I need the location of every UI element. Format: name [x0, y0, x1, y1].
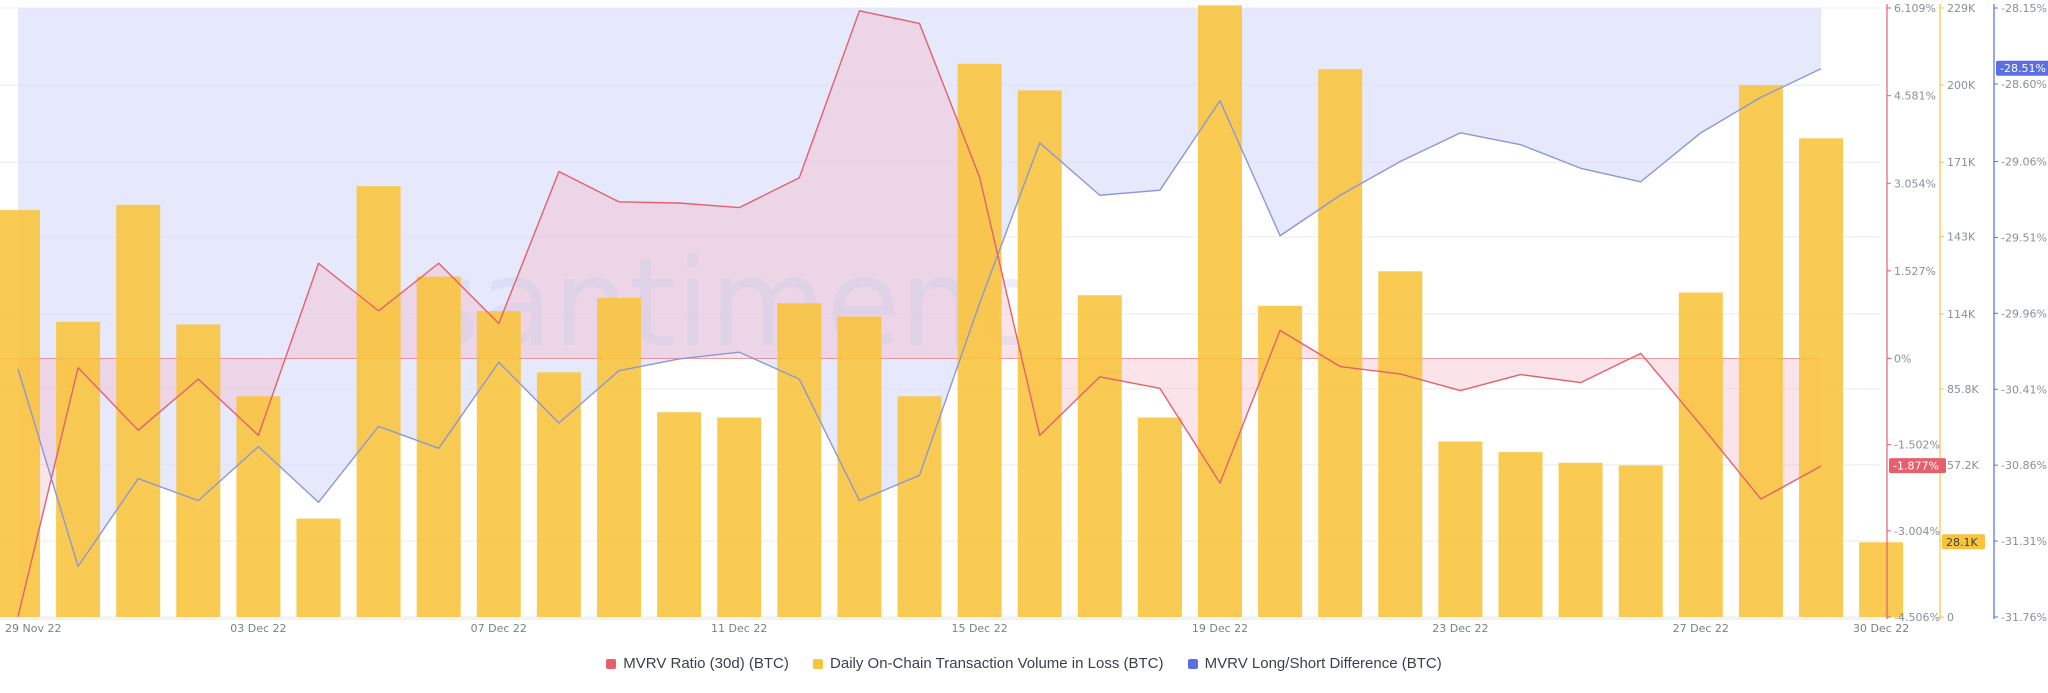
- axes-layer: 6.109% 4.581% 3.054% 1.527% 0% -1.502% -3.004%…: [1886, 2, 2047, 624]
- y-tick-label: -4.506%: [1894, 611, 1940, 624]
- series-area-mvrv-fill: [18, 10, 1821, 617]
- value-badge-label: -28.51%: [2000, 62, 2046, 75]
- legend-item-volume-in-loss[interactable]: Daily On-Chain Transaction Volume in Los…: [813, 655, 1164, 672]
- x-tick-label: 19 Dec 22: [1192, 622, 1248, 635]
- y-tick-label: 229K: [1947, 2, 1976, 15]
- legend-item-mvrv-ratio[interactable]: MVRV Ratio (30d) (BTC): [606, 655, 789, 672]
- y-tick-label: 0: [1947, 611, 1954, 624]
- series-line-mvrv-ratio: [17, 10, 1822, 617]
- x-tick-label: 07 Dec 22: [471, 622, 527, 635]
- legend: MVRV Ratio (30d) (BTC) Daily On-Chain Tr…: [0, 655, 2048, 673]
- bar: [356, 186, 401, 617]
- bar-layer: [0, 5, 1904, 618]
- y-tick-label: 171K: [1947, 156, 1976, 169]
- bar: [296, 518, 341, 617]
- bar: [1318, 69, 1363, 617]
- y-tick-label: -28.60%: [2001, 78, 2047, 91]
- area-layer: [0, 8, 1821, 617]
- bar: [957, 63, 1002, 617]
- line-layer: [17, 10, 1822, 617]
- series-line-long-short: [17, 68, 1822, 568]
- series-area-long-short-fill: [18, 8, 1821, 567]
- x-tick-label: 11 Dec 22: [711, 622, 767, 635]
- legend-swatch-red: [606, 658, 617, 669]
- bar: [1137, 417, 1182, 617]
- y-tick-label: -28.15%: [2001, 2, 2047, 15]
- y-tick-label: 0%: [1894, 352, 1911, 365]
- bar: [116, 204, 161, 618]
- value-badge: [1889, 458, 1946, 474]
- y-tick-label: -30.41%: [2001, 383, 2047, 396]
- bar: [717, 417, 762, 617]
- bar: [476, 311, 521, 617]
- value-badge-label: -1.877%: [1893, 460, 1939, 473]
- bar: [0, 210, 40, 618]
- bar: [1017, 90, 1062, 618]
- y-tick-label: -30.86%: [2001, 459, 2047, 472]
- y-tick-label: 143K: [1947, 231, 1976, 244]
- bar: [1799, 138, 1843, 617]
- bar: [1198, 5, 1242, 617]
- bar: [777, 303, 822, 617]
- y-tick-label: 114K: [1947, 308, 1976, 321]
- y-tick-label: -31.76%: [2001, 611, 2047, 624]
- value-badge-label: 28.1K: [1946, 536, 1978, 549]
- y-tick-label: 6.109%: [1894, 2, 1936, 15]
- bar: [176, 324, 221, 617]
- bar: [837, 316, 882, 617]
- bar: [1498, 452, 1543, 617]
- y-tick-label: -29.06%: [2001, 156, 2047, 169]
- y-tick-label: 4.581%: [1894, 90, 1936, 103]
- y-tick-label: -31.31%: [2001, 535, 2047, 548]
- bar: [1558, 462, 1603, 617]
- bar: [1859, 542, 1904, 617]
- value-badge: [1942, 534, 1985, 550]
- legend-label: MVRV Long/Short Difference (BTC): [1204, 655, 1442, 672]
- x-tick-label: 30 Dec 22: [1853, 622, 1909, 635]
- bar: [1378, 271, 1423, 617]
- bar: [597, 297, 641, 617]
- bar: [56, 321, 101, 617]
- chart-canvas: santiment 6.109%4.581%3.054%1.527%0%-1.5…: [0, 2, 2048, 635]
- bar: [416, 276, 461, 617]
- bar: [236, 396, 281, 617]
- y-tick-label: -29.96%: [2001, 307, 2047, 320]
- x-tick-label: 15 Dec 22: [951, 622, 1007, 635]
- y-tick-label: -1.502%: [1894, 439, 1940, 452]
- bar: [1738, 85, 1783, 618]
- x-tick-label: 23 Dec 22: [1432, 622, 1488, 635]
- y-tick-label: 1.527%: [1894, 265, 1936, 278]
- x-tick-label: 29 Nov 22: [5, 622, 61, 635]
- bar: [1258, 305, 1303, 617]
- y-tick-label: 57.2K: [1947, 459, 1979, 472]
- bar: [1678, 292, 1723, 617]
- legend-item-long-short-diff[interactable]: MVRV Long/Short Difference (BTC): [1187, 655, 1442, 672]
- legend-label: Daily On-Chain Transaction Volume in Los…: [830, 655, 1164, 672]
- legend-swatch-blue: [1187, 658, 1198, 669]
- x-tick-label: 03 Dec 22: [230, 622, 286, 635]
- legend-swatch-yellow: [813, 658, 824, 669]
- bar: [1438, 441, 1483, 617]
- value-badges: -1.877% 28.1K -28.51%: [1889, 60, 2048, 550]
- y-tick-label: 85.8K: [1947, 383, 1979, 396]
- value-badge: [1996, 60, 2048, 76]
- bar: [1077, 295, 1122, 617]
- y-tick-label: 200K: [1947, 79, 1976, 92]
- legend-label: MVRV Ratio (30d) (BTC): [623, 655, 789, 672]
- y-tick-label: -3.004%: [1894, 525, 1940, 538]
- y-tick-label: 3.054%: [1894, 177, 1936, 190]
- x-axis: 29 Nov 22 03 Dec 22 07 Dec 22 11 Dec 22 15 D…: [0, 618, 1909, 635]
- bar: [657, 412, 702, 617]
- bar: [1618, 465, 1663, 617]
- y-tick-label: -29.51%: [2001, 231, 2047, 244]
- bar: [536, 372, 581, 617]
- x-tick-label: 27 Dec 22: [1673, 622, 1729, 635]
